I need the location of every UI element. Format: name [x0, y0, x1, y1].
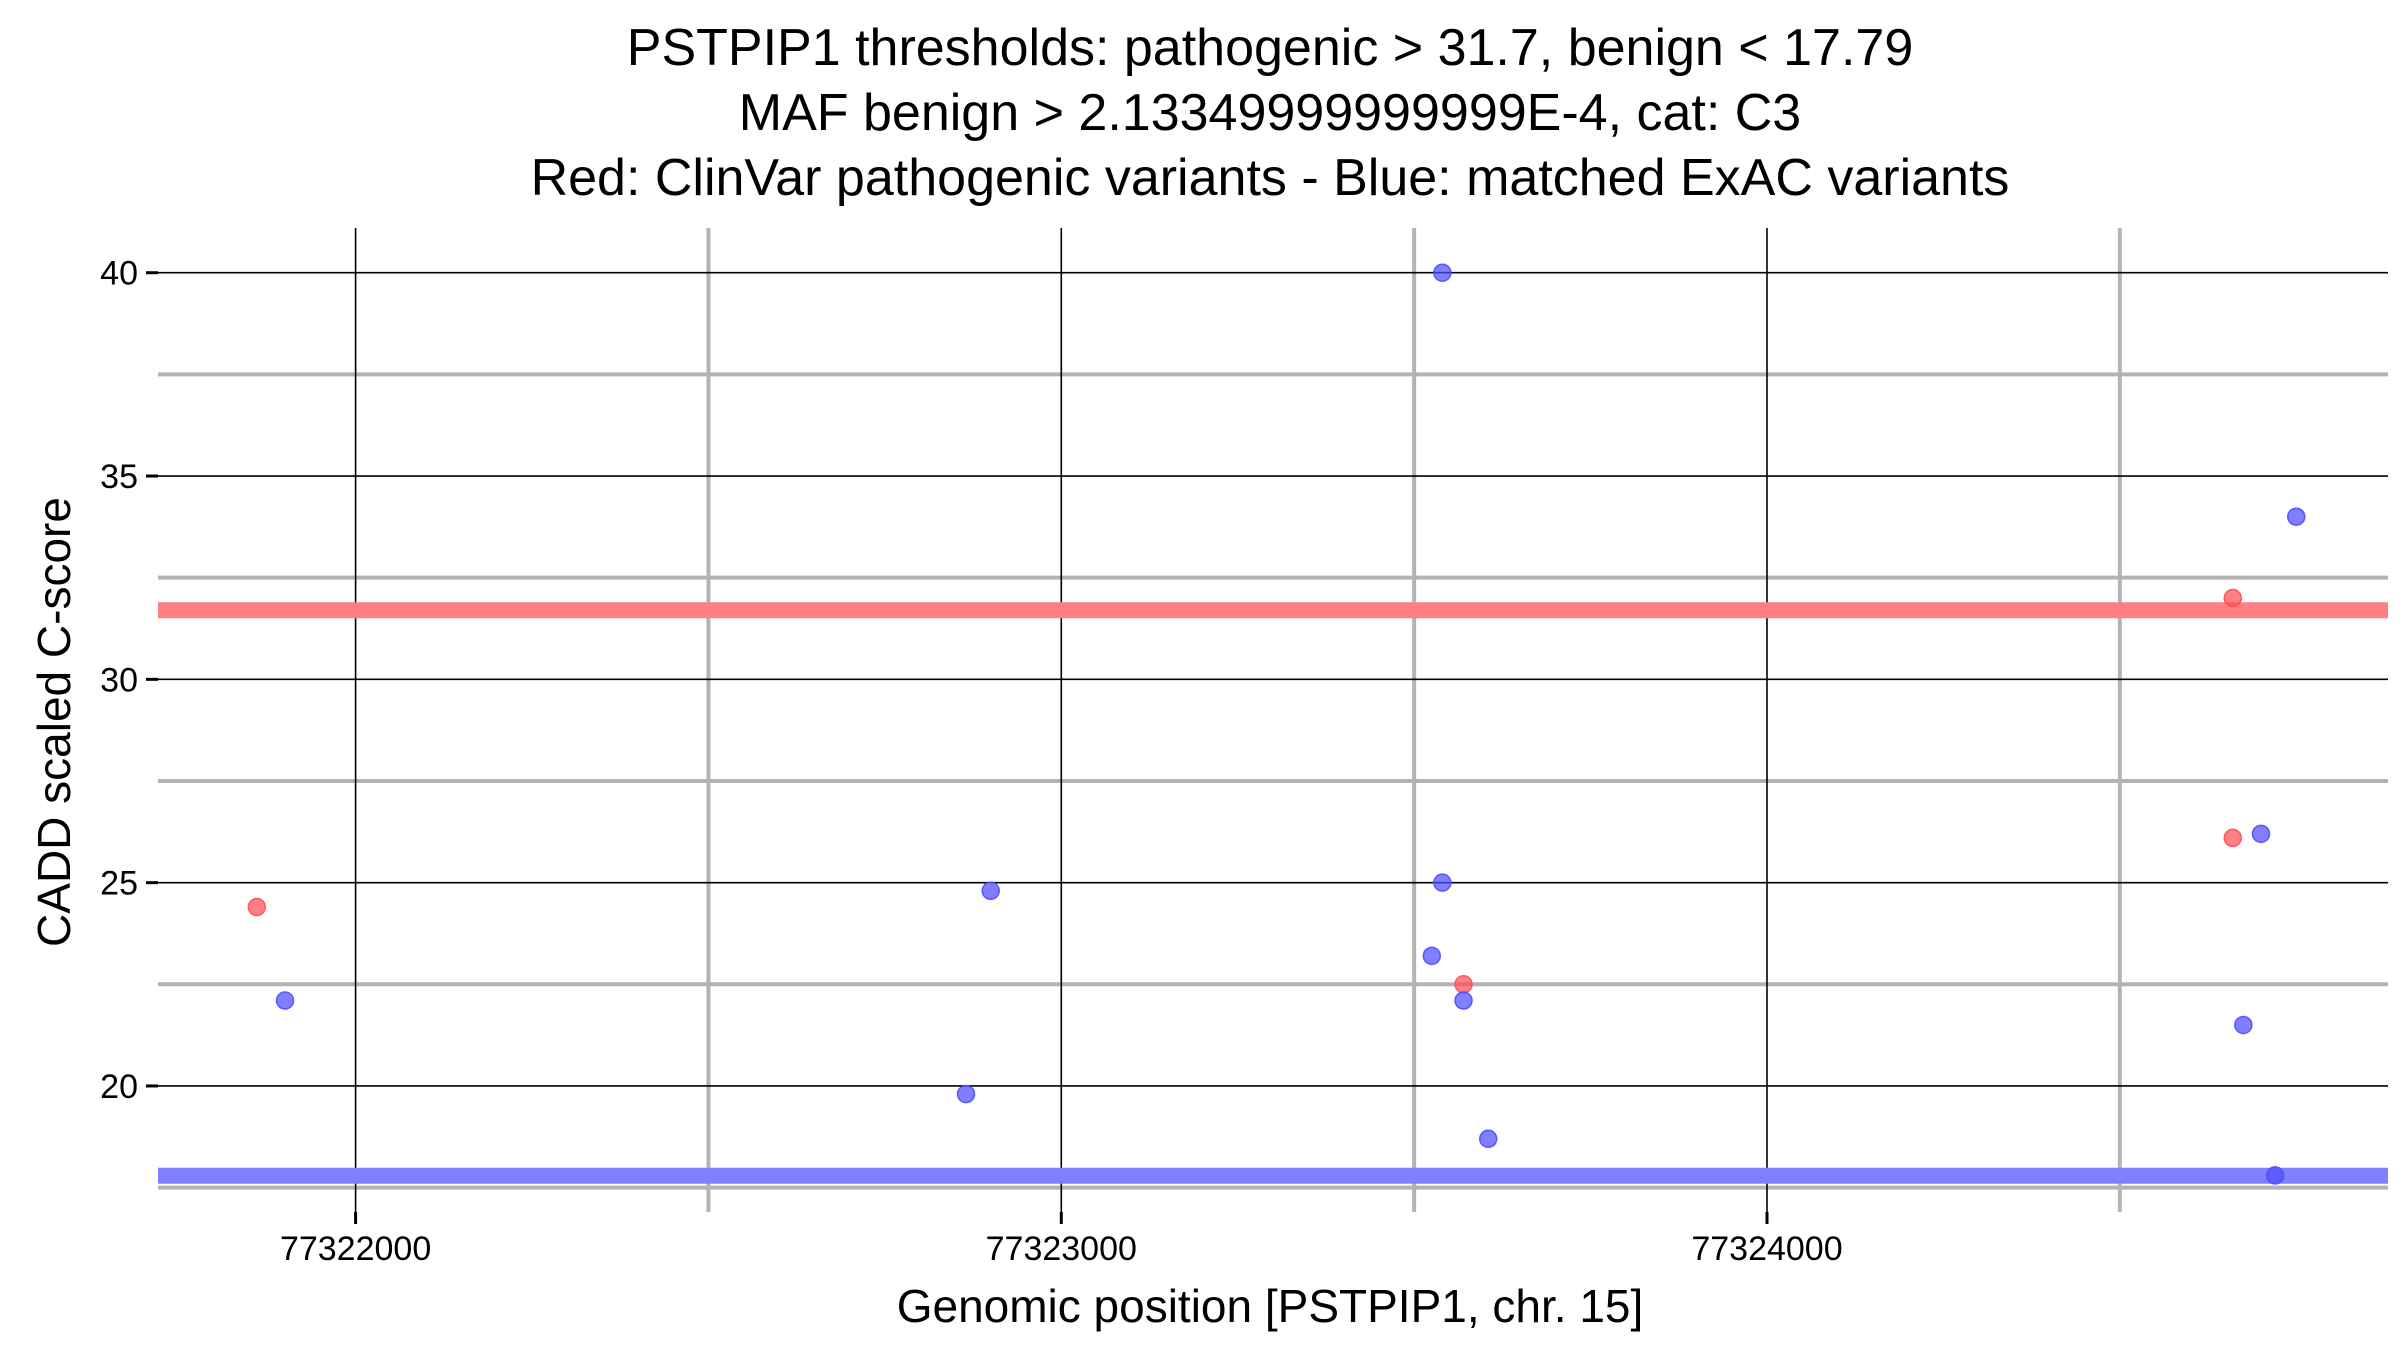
data-point-s1-3: [1433, 263, 1452, 282]
minor-gridlines: [158, 228, 2388, 1212]
y-tick-label-1: 25: [100, 865, 138, 903]
data-point-s1-2: [956, 1084, 976, 1104]
threshold-lines: [158, 602, 2388, 1184]
y-tick-label-4: 40: [100, 255, 138, 293]
data-point-s0-0: [247, 897, 267, 917]
chart-title-line-1: PSTPIP1 thresholds: pathogenic > 31.7, b…: [627, 19, 1913, 77]
x-tick-label-2: 77324000: [1691, 1230, 1842, 1268]
x-axis-label: Genomic position [PSTPIP1, chr. 15]: [897, 1280, 1644, 1332]
data-point-s0-2: [2223, 588, 2242, 608]
data-point-s1-4: [1433, 873, 1452, 892]
data-point-s1-11: [2265, 1166, 2285, 1185]
y-tick-label-0: 20: [100, 1068, 138, 1106]
chart-title-line-3: Red: ClinVar pathogenic variants - Blue:…: [531, 149, 2010, 207]
data-point-s1-8: [2251, 824, 2271, 844]
data-point-s1-7: [1478, 1129, 1498, 1149]
data-points: [247, 263, 2306, 1185]
y-axis-label: CADD scaled C-score: [28, 497, 80, 947]
y-tick-label-2: 30: [100, 661, 138, 699]
axes: 77322000 77323000 77324000 20 25 30 35 40: [100, 255, 1842, 1268]
x-tick-label-0: 77322000: [280, 1230, 431, 1268]
data-point-s0-3: [2223, 828, 2242, 848]
major-gridlines: [158, 228, 2388, 1212]
data-point-s1-6: [1454, 991, 1473, 1010]
data-point-s1-9: [2234, 1015, 2253, 1035]
data-point-s1-1: [981, 881, 1000, 901]
data-point-s1-0: [275, 991, 295, 1010]
x-tick-label-1: 77323000: [986, 1230, 1137, 1268]
data-point-s1-5: [1422, 946, 1442, 966]
chart-title-line-2: MAF benign > 2.13349999999999E-4, cat: C…: [739, 84, 1801, 142]
data-point-s1-10: [2287, 507, 2306, 526]
y-tick-label-3: 35: [100, 458, 138, 496]
data-point-s0-1: [1454, 975, 1473, 994]
